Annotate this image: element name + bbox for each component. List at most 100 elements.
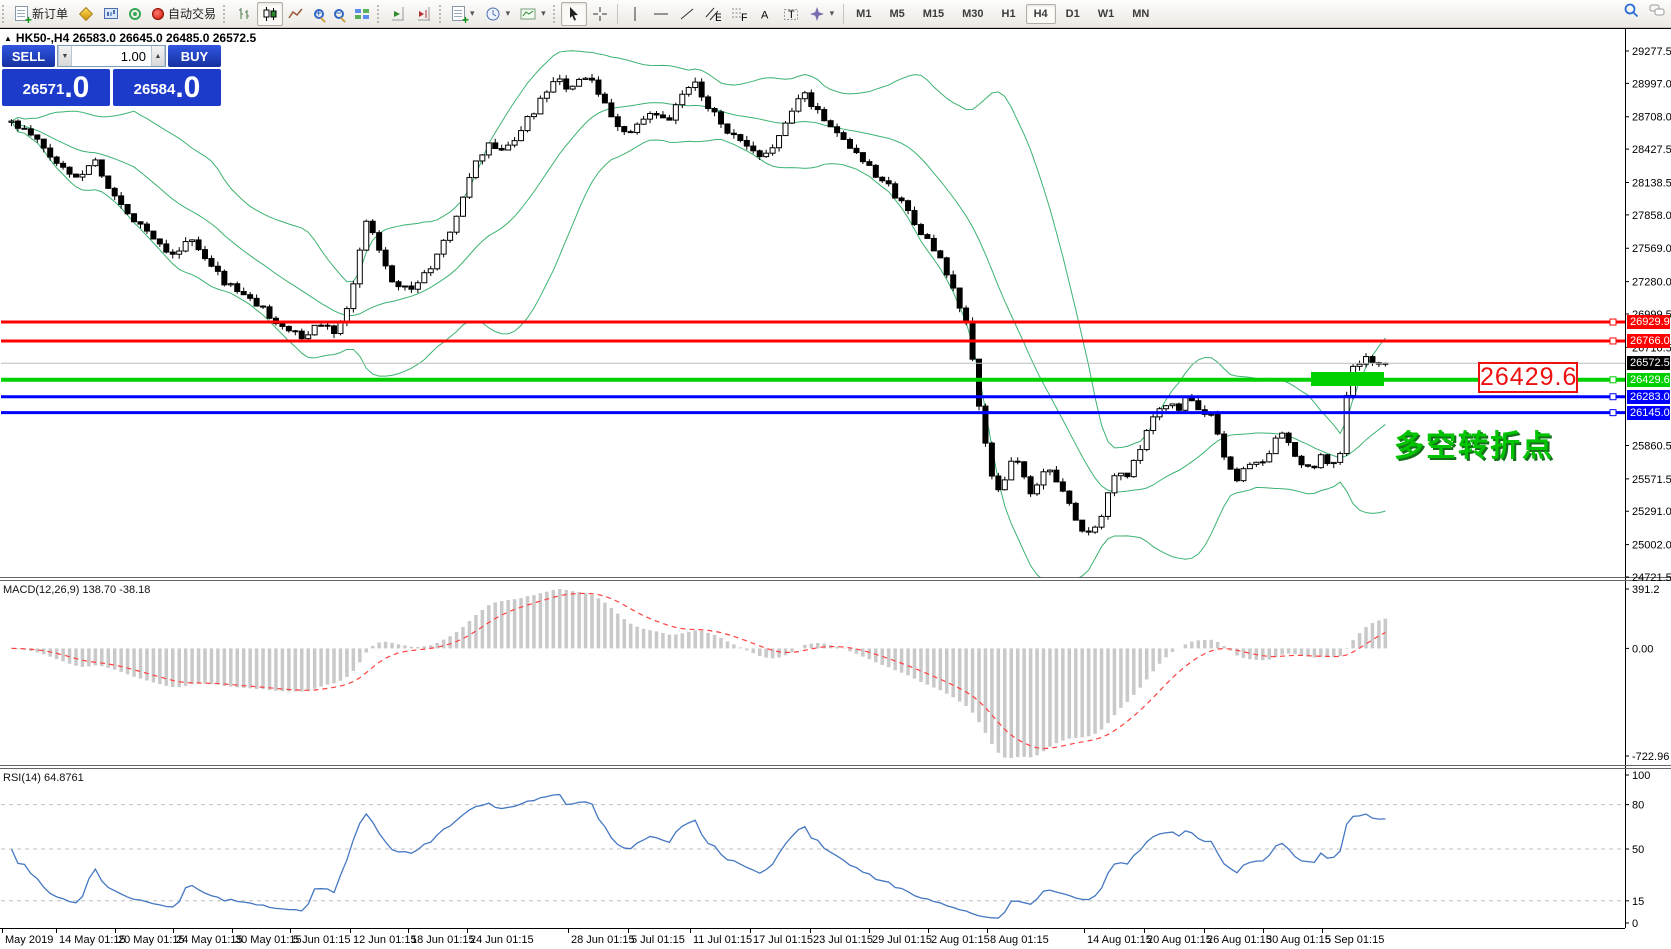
timeframe-m30-button[interactable]: M30 xyxy=(962,7,984,20)
price-tag: 26929.9 xyxy=(1627,315,1670,330)
signals-button[interactable] xyxy=(123,2,147,26)
signal-icon xyxy=(129,7,142,20)
periods-button[interactable]: ▾ xyxy=(480,2,516,26)
auto-scroll-button[interactable] xyxy=(385,2,411,26)
chart-shift-button[interactable] xyxy=(411,2,437,26)
sell-button[interactable]: SELL xyxy=(2,45,55,67)
svg-text:28427.5: 28427.5 xyxy=(1632,144,1671,156)
svg-text:26 Aug 01:15: 26 Aug 01:15 xyxy=(1207,934,1272,946)
svg-text:24 May 01:15: 24 May 01:15 xyxy=(176,934,243,946)
auto-trading-icon xyxy=(152,7,165,20)
svg-text:25860.5: 25860.5 xyxy=(1632,440,1671,452)
volume-increase-button[interactable]: ▲ xyxy=(151,46,165,66)
svg-text:11 Jul 01:15: 11 Jul 01:15 xyxy=(693,934,752,946)
search-icon[interactable] xyxy=(1623,2,1639,18)
bar-chart-button[interactable] xyxy=(231,2,257,26)
buy-price-display[interactable]: 26584.0 xyxy=(113,69,221,106)
svg-text:5 Jul 01:15: 5 Jul 01:15 xyxy=(631,934,685,946)
toolbar-group-handle xyxy=(439,4,443,23)
tile-windows-button[interactable] xyxy=(349,2,375,26)
new-order-button[interactable]: 新订单 xyxy=(10,2,73,26)
svg-text:80: 80 xyxy=(1632,800,1644,812)
trendline-button[interactable] xyxy=(674,2,700,26)
timeframe-m15-button[interactable]: M15 xyxy=(922,7,945,20)
timeframe-w1-button[interactable]: W1 xyxy=(1097,7,1115,20)
arrows-button[interactable]: ▾ xyxy=(804,2,840,26)
price-tag: 26766.0 xyxy=(1627,333,1670,348)
candlestick-chart-button[interactable] xyxy=(257,1,284,26)
data-window-button[interactable] xyxy=(99,2,123,26)
volume-decrease-button[interactable]: ▼ xyxy=(58,46,72,66)
timeframe-h1-button[interactable]: H1 xyxy=(1001,7,1016,20)
vertical-line-icon xyxy=(634,6,636,21)
volume-input[interactable]: 1.00 xyxy=(120,49,146,64)
auto-trading-button[interactable]: 自动交易 xyxy=(147,2,221,26)
price-annotation-box[interactable]: 26429.6 xyxy=(1478,362,1578,393)
cursor-button[interactable] xyxy=(560,1,587,26)
svg-text:29 Jul 01:15: 29 Jul 01:15 xyxy=(872,934,932,946)
market-watch-icon xyxy=(78,6,94,21)
svg-text:8 Aug 01:15: 8 Aug 01:15 xyxy=(990,934,1049,946)
panel-splitter[interactable] xyxy=(0,575,1671,581)
bar-chart-icon xyxy=(239,7,250,19)
template-icon xyxy=(520,8,536,19)
svg-text:30 Aug 01:15: 30 Aug 01:15 xyxy=(1266,934,1331,946)
svg-text:15: 15 xyxy=(1632,896,1644,908)
svg-text:25571.5: 25571.5 xyxy=(1632,474,1671,486)
svg-text:28 Jun 01:15: 28 Jun 01:15 xyxy=(571,934,635,946)
toolbar-group-handle xyxy=(377,4,381,23)
tile-windows-icon xyxy=(355,8,370,19)
channel-icon: E xyxy=(705,7,721,22)
templates-button[interactable]: ▾ xyxy=(515,2,551,26)
svg-text:100: 100 xyxy=(1632,770,1650,782)
svg-text:391.2: 391.2 xyxy=(1632,584,1660,596)
trendline-icon xyxy=(680,8,693,19)
svg-text:E: E xyxy=(715,12,721,22)
timeframe-d1-button[interactable]: D1 xyxy=(1065,7,1080,20)
market-watch-button[interactable] xyxy=(73,2,99,26)
svg-text:27858.0: 27858.0 xyxy=(1632,210,1671,222)
zoom-in-button[interactable]: + xyxy=(309,2,329,26)
indicators-button[interactable]: ▾ xyxy=(447,2,480,26)
crosshair-button[interactable] xyxy=(587,2,613,26)
toolbar-group-handle xyxy=(552,4,557,23)
zoom-out-icon: − xyxy=(334,8,345,19)
timeframe-m1-button[interactable]: M1 xyxy=(856,7,872,20)
timeframe-m5-button[interactable]: M5 xyxy=(889,7,905,20)
svg-text:24 Jun 01:15: 24 Jun 01:15 xyxy=(470,934,534,946)
chat-icon[interactable] xyxy=(1649,2,1665,18)
equidistant-channel-button[interactable]: E xyxy=(700,2,726,26)
text-button[interactable]: A xyxy=(752,2,778,26)
zoom-in-icon: + xyxy=(314,8,325,19)
svg-text:A: A xyxy=(761,9,769,21)
text-label-button[interactable]: T xyxy=(778,2,804,26)
svg-text:14 Aug 01:15: 14 Aug 01:15 xyxy=(1087,934,1152,946)
svg-text:F: F xyxy=(741,12,747,22)
price-tag: 26572.5 xyxy=(1627,356,1670,371)
timeframe-mn-button[interactable]: MN xyxy=(1132,7,1150,20)
svg-text:5 Jun 01:15: 5 Jun 01:15 xyxy=(293,934,351,946)
line-chart-button[interactable] xyxy=(283,2,309,26)
data-window-icon xyxy=(104,8,119,19)
svg-text:23 Jul 01:15: 23 Jul 01:15 xyxy=(813,934,873,946)
svg-text:25291.0: 25291.0 xyxy=(1632,506,1671,518)
chevron-down-icon: ▾ xyxy=(541,8,546,18)
panel-splitter[interactable] xyxy=(0,763,1671,769)
fibonacci-button[interactable]: F xyxy=(726,2,752,26)
auto-scroll-icon xyxy=(392,6,405,20)
symbol-expander-icon[interactable]: ▲ xyxy=(4,33,12,43)
horizontal-line-button[interactable] xyxy=(648,2,674,26)
fibonacci-icon: F xyxy=(731,8,747,22)
svg-text:12 Jun 01:15: 12 Jun 01:15 xyxy=(353,934,417,946)
timeframe-h4-button[interactable]: H4 xyxy=(1025,3,1056,24)
toolbar-group-handle xyxy=(223,4,227,23)
candlestick-chart-icon xyxy=(263,6,277,21)
one-click-trading-panel: SELL ▼ 1.00 ▲ BUY 26571.0 26584.0 xyxy=(2,45,221,106)
zoom-out-button[interactable]: − xyxy=(329,2,349,26)
sell-price-display[interactable]: 26571.0 xyxy=(2,69,110,106)
turning-point-annotation[interactable]: 多空转折点 xyxy=(1394,430,1554,463)
buy-button[interactable]: BUY xyxy=(168,45,221,67)
chevron-down-icon: ▾ xyxy=(829,8,835,18)
vertical-line-button[interactable] xyxy=(622,2,648,26)
